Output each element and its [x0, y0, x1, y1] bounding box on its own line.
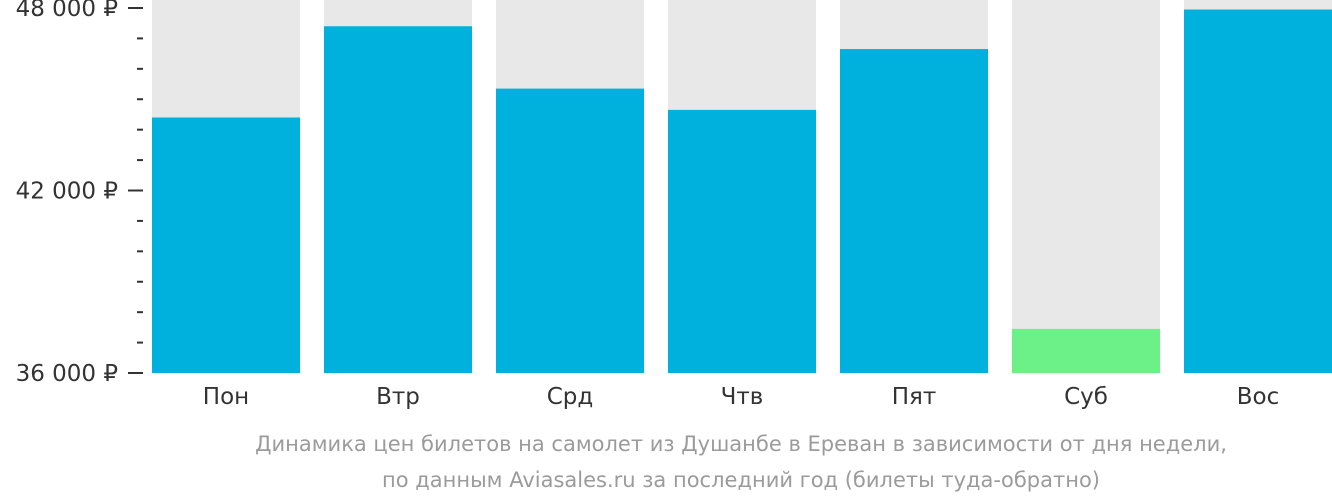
y-tick-label: 42 000 ₽: [16, 179, 118, 205]
y-axis: 48 000 ₽ 42 000 ₽ 36 000 ₽: [16, 0, 143, 387]
x-tick-label: Чтв: [721, 384, 764, 410]
chart-caption-line-2: по данным Aviasales.ru за последний год …: [382, 468, 1100, 492]
bar-6: [1012, 328, 1160, 373]
x-axis-labels: Пон Втр Срд Чтв Пят Суб Вос: [203, 384, 1279, 410]
y-tick-label: 36 000 ₽: [16, 361, 118, 387]
y-tick-label: 48 000 ₽: [16, 0, 118, 22]
x-tick-label: Суб: [1064, 384, 1108, 410]
x-tick-label: Втр: [376, 384, 420, 410]
x-tick-label: Вос: [1237, 384, 1280, 410]
x-tick-label: Срд: [547, 384, 594, 410]
bar-3: [496, 88, 644, 374]
bar-5: [840, 49, 988, 373]
bar-1: [152, 117, 300, 373]
bar-7: [1184, 9, 1332, 373]
bar-4: [668, 109, 816, 373]
x-tick-label: Пят: [892, 384, 937, 410]
bars: [152, 9, 1332, 374]
chart-caption-line-1: Динамика цен билетов на самолет из Душан…: [255, 432, 1227, 456]
bar-2: [324, 26, 472, 373]
x-tick-label: Пон: [203, 384, 249, 410]
background-column: [1012, 0, 1160, 373]
